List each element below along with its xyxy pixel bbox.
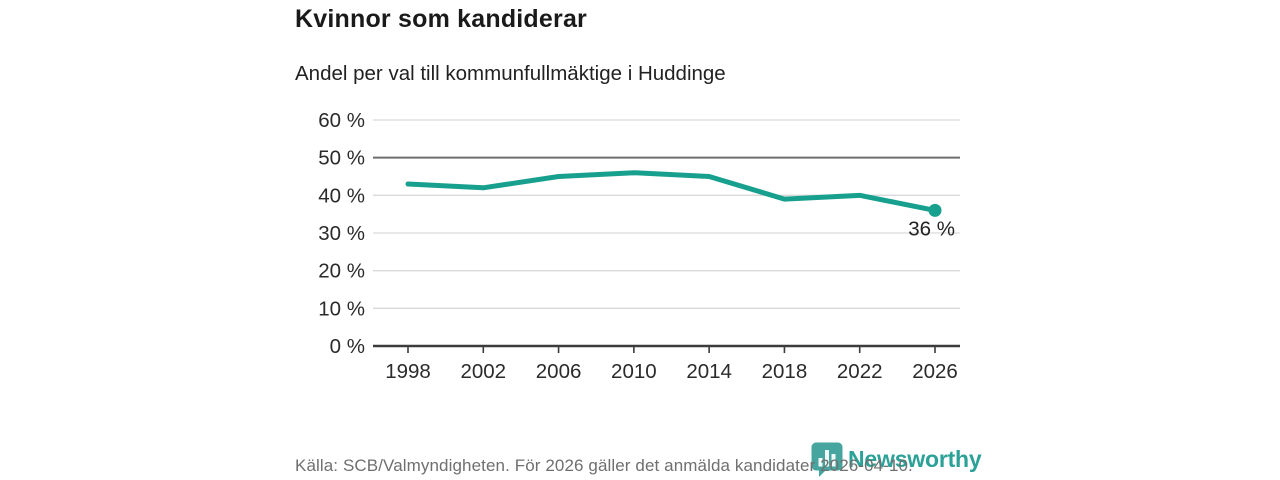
x-tick-label-2022: 2022 <box>837 360 883 383</box>
y-tick-label-10: 10 % <box>318 297 365 320</box>
x-tick-label-2026: 2026 <box>912 360 958 383</box>
source-note: Källa: SCB/Valmyndigheten. För 2026 gäll… <box>295 456 913 475</box>
newsworthy-bubble-chart-icon <box>810 441 844 478</box>
page-title: Kvinnor som kandiderar <box>295 5 587 33</box>
y-tick-label-60: 60 % <box>318 109 365 132</box>
series-line <box>405 170 938 213</box>
y-tick-label-50: 50 % <box>318 147 365 170</box>
x-tick-label-2006: 2006 <box>536 360 582 383</box>
y-tick-label-40: 40 % <box>318 184 365 207</box>
y-tick-label-30: 30 % <box>318 222 365 245</box>
newsworthy-logo-text: Newsworthy <box>848 446 982 472</box>
chart-subtitle: Andel per val till kommunfullmäktige i H… <box>295 62 726 85</box>
x-tick-label-2014: 2014 <box>686 360 732 383</box>
line-chart: 0 % 10 % 20 % 30 % 40 % 50 % 60 % 1998 2002 2006 2… <box>295 105 985 395</box>
x-tick-label-1998: 1998 <box>385 360 431 383</box>
x-tick-label-2002: 2002 <box>460 360 506 383</box>
chart-plot-area: 0 % 10 % 20 % 30 % 40 % 50 % 60 % 1998 2002 2006 2… <box>318 109 960 383</box>
y-tick-label-0: 0 % <box>330 335 365 358</box>
last-point-dot <box>928 203 942 217</box>
last-point-label: 36 % <box>908 217 955 240</box>
x-tick-label-2018: 2018 <box>762 360 808 383</box>
y-tick-label-20: 20 % <box>318 260 365 283</box>
newsworthy-logo[interactable]: Newsworthy <box>810 441 982 478</box>
x-tick-label-2010: 2010 <box>611 360 657 383</box>
